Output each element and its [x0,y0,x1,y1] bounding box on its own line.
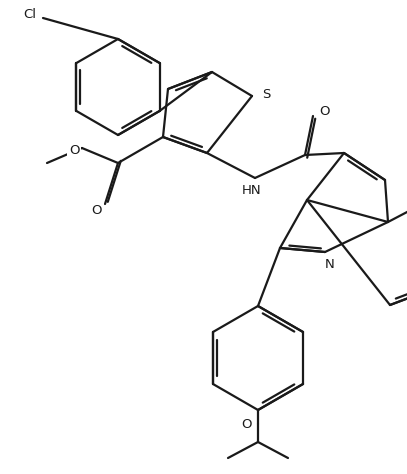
Text: Cl: Cl [24,8,37,20]
Text: O: O [241,418,251,430]
Text: O: O [69,144,79,156]
Text: S: S [262,88,270,100]
Text: O: O [320,104,330,118]
Text: N: N [325,257,335,271]
Text: O: O [92,203,102,217]
Text: HN: HN [242,183,262,197]
